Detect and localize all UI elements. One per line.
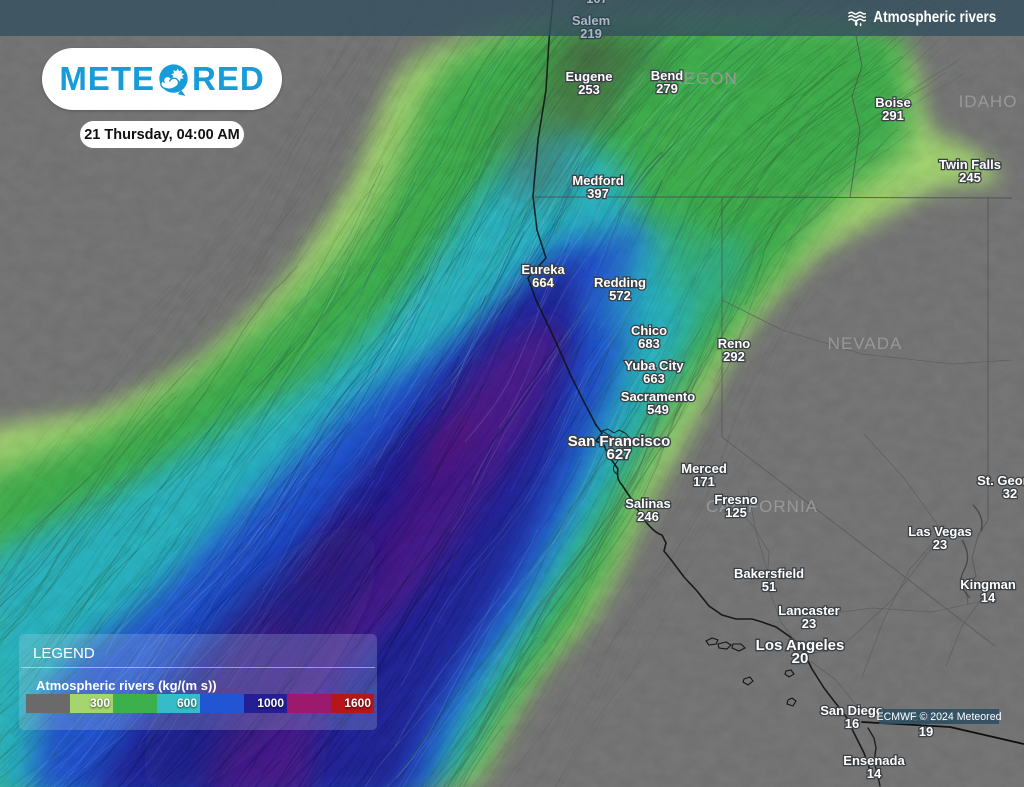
svg-text:Yuba City: Yuba City <box>624 358 684 373</box>
svg-text:291: 291 <box>882 108 904 123</box>
svg-text:14: 14 <box>867 766 882 781</box>
svg-text:627: 627 <box>606 446 631 463</box>
svg-text:219: 219 <box>580 26 602 40</box>
svg-text:549: 549 <box>647 402 669 417</box>
svg-text:397: 397 <box>587 186 609 201</box>
svg-text:32: 32 <box>1003 486 1017 501</box>
svg-text:Los Angeles: Los Angeles <box>756 637 845 654</box>
svg-text:171: 171 <box>693 474 715 489</box>
svg-text:Eureka: Eureka <box>521 262 565 277</box>
svg-text:Lancaster: Lancaster <box>778 603 839 618</box>
svg-text:664: 664 <box>532 275 554 290</box>
svg-text:Merced: Merced <box>681 461 727 476</box>
svg-text:Bend: Bend <box>651 68 684 83</box>
svg-text:Medford: Medford <box>572 173 623 188</box>
svg-text:572: 572 <box>609 288 631 303</box>
svg-text:20: 20 <box>792 650 809 667</box>
svg-text:Ensenada: Ensenada <box>843 753 905 768</box>
svg-text:IDAHO: IDAHO <box>959 92 1018 111</box>
svg-text:Twin Falls: Twin Falls <box>939 157 1001 172</box>
svg-text:23: 23 <box>933 537 947 552</box>
svg-text:Sacramento: Sacramento <box>621 389 695 404</box>
svg-text:245: 245 <box>959 170 981 185</box>
svg-text:Redding: Redding <box>594 275 646 290</box>
svg-text:San Diego: San Diego <box>820 703 884 718</box>
svg-text:107: 107 <box>586 0 608 6</box>
svg-text:663: 663 <box>643 371 665 386</box>
svg-text:246: 246 <box>637 509 659 524</box>
svg-text:19: 19 <box>919 724 933 739</box>
svg-text:16: 16 <box>845 716 859 731</box>
svg-text:Reno: Reno <box>718 336 751 351</box>
svg-text:Salem: Salem <box>572 13 610 28</box>
svg-text:Las Vegas: Las Vegas <box>908 524 972 539</box>
svg-text:292: 292 <box>723 349 745 364</box>
svg-text:51: 51 <box>762 579 776 594</box>
svg-text:Salinas: Salinas <box>625 496 671 511</box>
svg-text:OREGON: OREGON <box>656 69 738 88</box>
svg-text:NEVADA: NEVADA <box>828 334 903 353</box>
svg-text:St. George: St. George <box>977 473 1024 488</box>
svg-text:Eugene: Eugene <box>566 69 613 84</box>
svg-text:14: 14 <box>981 590 996 605</box>
svg-text:San Francisco: San Francisco <box>568 433 671 450</box>
svg-text:Boise: Boise <box>875 95 910 110</box>
svg-text:Chico: Chico <box>631 323 667 338</box>
svg-text:683: 683 <box>638 336 660 351</box>
svg-text:Kingman: Kingman <box>960 577 1016 592</box>
svg-text:125: 125 <box>725 505 747 520</box>
svg-text:Bakersfield: Bakersfield <box>734 566 804 581</box>
svg-text:279: 279 <box>656 81 678 96</box>
svg-text:253: 253 <box>578 82 600 97</box>
svg-text:23: 23 <box>802 616 816 631</box>
svg-text:Fresno: Fresno <box>714 492 757 507</box>
svg-text:CALIFORNIA: CALIFORNIA <box>706 497 818 516</box>
